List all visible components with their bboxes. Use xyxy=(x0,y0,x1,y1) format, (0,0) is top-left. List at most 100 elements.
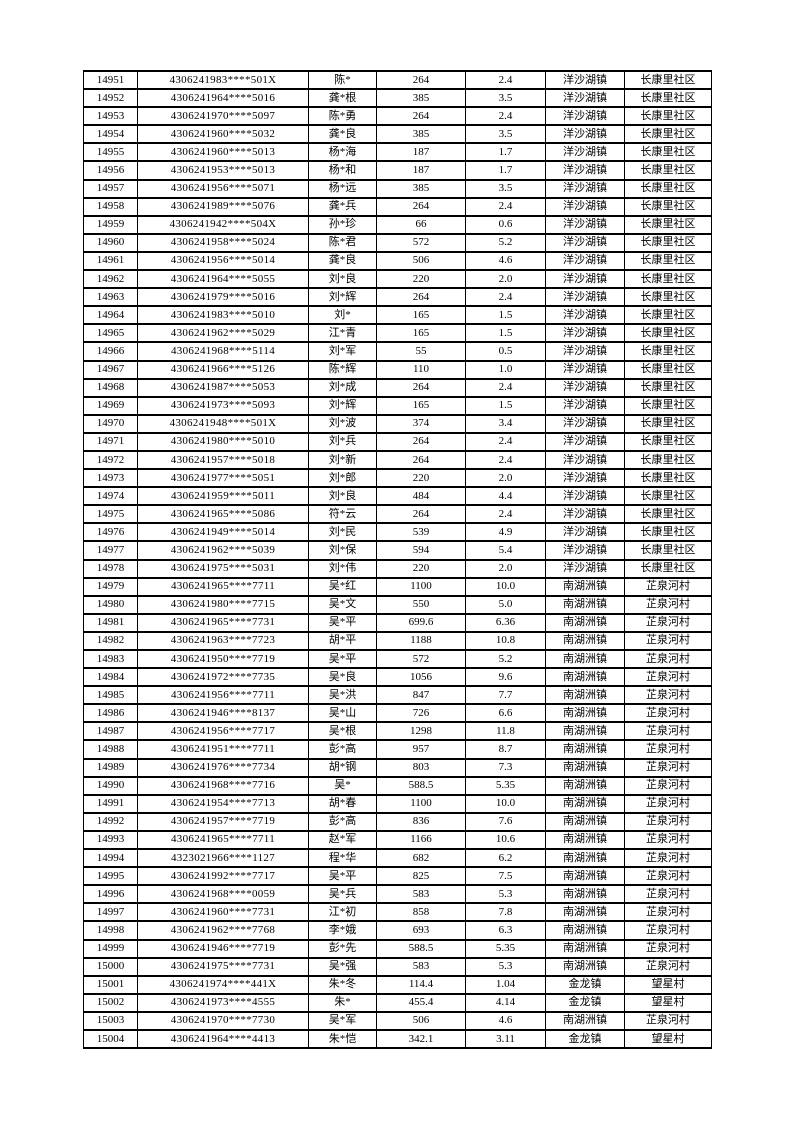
cell-name-masked: 江*青 xyxy=(308,323,377,344)
cell-town: 南湖洲镇 xyxy=(545,757,625,778)
cell-town: 洋沙湖镇 xyxy=(545,124,625,145)
cell-amount: 264 xyxy=(376,504,466,525)
cell-name-masked: 胡*平 xyxy=(308,630,377,652)
cell-village: 芷泉河村 xyxy=(624,866,712,887)
cell-name-masked: 吴* xyxy=(308,775,377,796)
table-row: 14989 4306241976****7734 胡*钢 803 7.3 南湖洲镇 芷泉河村 xyxy=(83,757,712,778)
cell-amount: 539 xyxy=(376,522,466,543)
cell-town: 南湖洲镇 xyxy=(545,866,625,887)
cell-village: 长康里社区 xyxy=(624,232,712,253)
cell-town: 洋沙湖镇 xyxy=(545,522,625,543)
cell-town: 洋沙湖镇 xyxy=(545,504,625,525)
cell-rate: 3.11 xyxy=(465,1028,546,1050)
cell-serial-number: 14987 xyxy=(83,721,138,742)
cell-name-masked: 陈*辉 xyxy=(308,359,377,380)
cell-id-number-masked: 4306241958****5024 xyxy=(137,232,309,253)
cell-serial-number: 14994 xyxy=(83,848,138,869)
cell-amount: 264 xyxy=(376,196,466,217)
cell-serial-number: 14959 xyxy=(83,214,138,235)
cell-id-number-masked: 4306241980****5010 xyxy=(137,431,309,452)
table-row: 14974 4306241959****5011 刘*良 484 4.4 洋沙湖镇 长康里社… xyxy=(83,486,712,507)
cell-rate: 10.0 xyxy=(465,793,546,814)
cell-id-number-masked: 4306241948****501X xyxy=(137,413,309,434)
cell-amount: 957 xyxy=(376,739,466,760)
cell-town: 洋沙湖镇 xyxy=(545,178,625,199)
cell-name-masked: 彭*高 xyxy=(308,739,377,760)
cell-amount: 165 xyxy=(376,305,466,326)
table-row: 14988 4306241951****7711 彭*高 957 8.7 南湖洲镇 芷泉河村 xyxy=(83,739,712,760)
cell-amount: 699.6 xyxy=(376,612,466,633)
cell-name-masked: 吴*根 xyxy=(308,721,377,742)
cell-rate: 10.8 xyxy=(465,630,546,652)
cell-rate: 5.4 xyxy=(465,540,546,561)
cell-serial-number: 14997 xyxy=(83,902,138,923)
cell-rate: 4.6 xyxy=(465,250,546,272)
cell-village: 芷泉河村 xyxy=(624,956,712,977)
cell-amount: 506 xyxy=(376,1010,466,1031)
cell-town: 南湖洲镇 xyxy=(545,938,625,959)
cell-id-number-masked: 4306241959****5011 xyxy=(137,486,309,507)
cell-id-number-masked: 4306241983****5010 xyxy=(137,305,309,326)
cell-amount: 385 xyxy=(376,124,466,145)
cell-village: 长康里社区 xyxy=(624,214,712,235)
cell-name-masked: 杨*远 xyxy=(308,178,377,199)
cell-serial-number: 15003 xyxy=(83,1010,138,1031)
cell-id-number-masked: 4306241983****501X xyxy=(137,69,309,91)
cell-id-number-masked: 4306241946****7719 xyxy=(137,938,309,959)
cell-serial-number: 14954 xyxy=(83,124,138,145)
cell-rate: 4.14 xyxy=(465,992,546,1013)
cell-id-number-masked: 4306241953****5013 xyxy=(137,160,309,181)
cell-serial-number: 14977 xyxy=(83,540,138,561)
cell-village: 长康里社区 xyxy=(624,377,712,398)
cell-name-masked: 吴*军 xyxy=(308,1010,377,1031)
cell-serial-number: 14964 xyxy=(83,305,138,326)
table-row: 15000 4306241975****7731 吴*强 583 5.3 南湖洲镇 芷泉河村 xyxy=(83,956,712,977)
cell-rate: 7.6 xyxy=(465,811,546,832)
cell-serial-number: 14978 xyxy=(83,558,138,579)
cell-village: 长康里社区 xyxy=(624,540,712,561)
cell-name-masked: 刘*良 xyxy=(308,486,377,507)
cell-amount: 484 xyxy=(376,486,466,507)
cell-rate: 7.7 xyxy=(465,685,546,706)
cell-amount: 550 xyxy=(376,594,466,615)
cell-town: 南湖洲镇 xyxy=(545,1010,625,1031)
cell-id-number-masked: 4306241942****504X xyxy=(137,214,309,235)
cell-village: 长康里社区 xyxy=(624,106,712,127)
cell-rate: 3.4 xyxy=(465,413,546,434)
cell-serial-number: 14985 xyxy=(83,685,138,706)
cell-serial-number: 14968 xyxy=(83,377,138,398)
cell-serial-number: 14984 xyxy=(83,667,138,688)
cell-village: 长康里社区 xyxy=(624,88,712,109)
table-row: 14966 4306241968****5114 刘*军 55 0.5 洋沙湖镇 长康里社区 xyxy=(83,341,712,362)
cell-name-masked: 朱*冬 xyxy=(308,974,377,995)
cell-serial-number: 14980 xyxy=(83,594,138,615)
cell-serial-number: 14995 xyxy=(83,866,138,887)
cell-village: 芷泉河村 xyxy=(624,648,712,670)
cell-town: 洋沙湖镇 xyxy=(545,88,625,109)
table-row: 14965 4306241962****5029 江*青 165 1.5 洋沙湖镇 长康里社… xyxy=(83,323,712,344)
cell-town: 洋沙湖镇 xyxy=(545,69,625,91)
cell-town: 南湖洲镇 xyxy=(545,630,625,652)
cell-rate: 2.0 xyxy=(465,558,546,579)
cell-serial-number: 14958 xyxy=(83,196,138,217)
cell-rate: 1.04 xyxy=(465,974,546,995)
cell-rate: 2.0 xyxy=(465,468,546,489)
cell-id-number-masked: 4306241963****7723 xyxy=(137,630,309,652)
cell-amount: 1166 xyxy=(376,829,466,851)
cell-name-masked: 刘*辉 xyxy=(308,395,377,416)
cell-amount: 803 xyxy=(376,757,466,778)
cell-town: 洋沙湖镇 xyxy=(545,540,625,561)
cell-id-number-masked: 4306241965****5086 xyxy=(137,504,309,525)
cell-name-masked: 龚*良 xyxy=(308,250,377,272)
cell-rate: 6.6 xyxy=(465,703,546,724)
cell-rate: 7.3 xyxy=(465,757,546,778)
cell-amount: 165 xyxy=(376,323,466,344)
cell-amount: 55 xyxy=(376,341,466,362)
table-row: 15004 4306241964****4413 朱*恺 342.1 3.11 金龙镇 望星… xyxy=(83,1028,712,1050)
cell-rate: 2.0 xyxy=(465,269,546,290)
cell-name-masked: 刘*军 xyxy=(308,341,377,362)
table-row: 15002 4306241973****4555 朱* 455.4 4.14 金龙镇 望星村 xyxy=(83,992,712,1013)
cell-town: 金龙镇 xyxy=(545,1028,625,1050)
cell-town: 洋沙湖镇 xyxy=(545,214,625,235)
cell-amount: 220 xyxy=(376,558,466,579)
